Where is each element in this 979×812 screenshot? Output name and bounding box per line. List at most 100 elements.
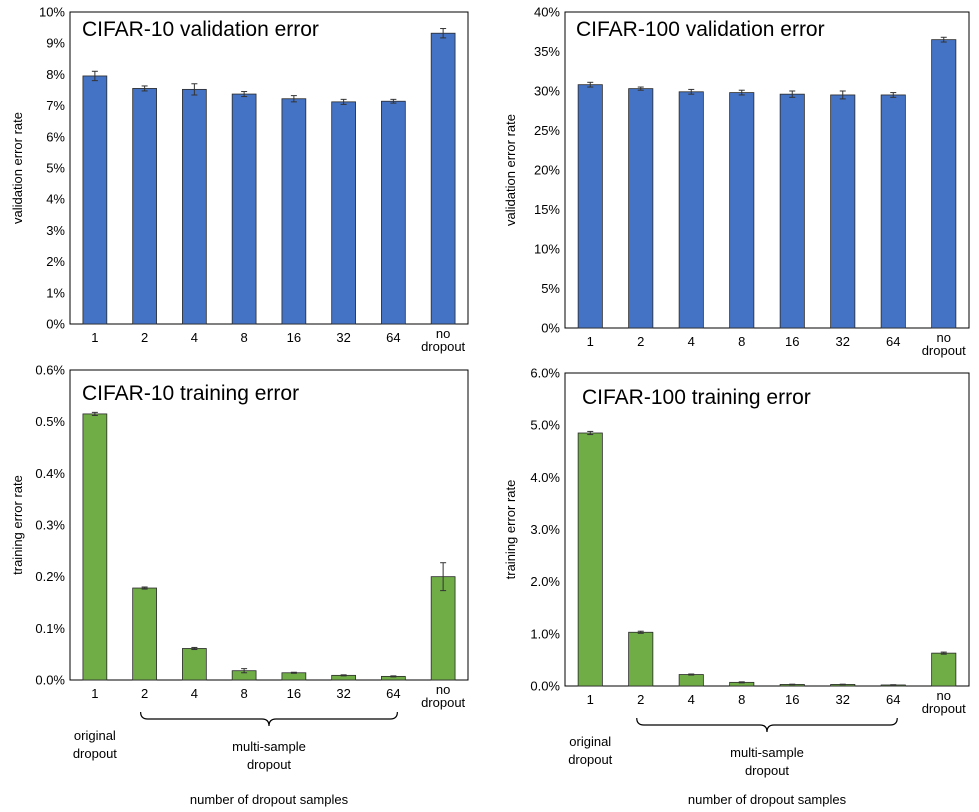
x-tick-label: no bbox=[937, 330, 951, 345]
x-tick-label: 8 bbox=[241, 686, 248, 701]
y-tick-label: 0.0% bbox=[35, 673, 65, 688]
y-axis-label: training error rate bbox=[10, 475, 25, 575]
x-tick-label: 32 bbox=[336, 330, 350, 345]
x-tick-label: 16 bbox=[287, 686, 301, 701]
x-tick-label: 2 bbox=[141, 330, 148, 345]
x-tick-label: 8 bbox=[241, 330, 248, 345]
bar bbox=[182, 648, 207, 681]
bar bbox=[281, 672, 307, 681]
bar bbox=[82, 413, 108, 681]
chart-title: CIFAR-100 validation error bbox=[576, 18, 825, 41]
y-tick-label: 0.2% bbox=[35, 569, 65, 584]
y-tick-label: 40% bbox=[534, 5, 560, 20]
brace bbox=[636, 717, 898, 733]
chart-cifar100-val: 0% 5% 10% 15% 20% 25% 30% 35% 40% validation erro… bbox=[503, 5, 970, 358]
x-tick-label: 1 bbox=[91, 686, 98, 701]
x-tick-label: 64 bbox=[886, 692, 900, 707]
bar bbox=[729, 92, 755, 329]
bar bbox=[132, 88, 157, 325]
bar bbox=[830, 94, 856, 329]
x-tick-label: 32 bbox=[836, 334, 850, 349]
bar bbox=[678, 91, 704, 329]
y-tick-label: 0.1% bbox=[35, 621, 65, 636]
bar bbox=[381, 100, 406, 325]
x-tick-label: dropout bbox=[922, 343, 966, 358]
x-tick-label: no bbox=[436, 326, 450, 341]
annotation-original: original bbox=[569, 734, 611, 749]
chart-title: CIFAR-10 validation error bbox=[82, 18, 319, 41]
y-tick-label: 9% bbox=[46, 36, 65, 51]
y-tick-label: 10% bbox=[534, 242, 560, 257]
plot-frame bbox=[564, 11, 970, 329]
bar bbox=[182, 88, 207, 325]
x-tick-label: no bbox=[937, 688, 951, 703]
x-tick-label: 64 bbox=[886, 334, 900, 349]
annotation-original: dropout bbox=[73, 746, 117, 761]
bar bbox=[281, 98, 307, 325]
bar bbox=[231, 93, 257, 325]
y-tick-label: 0.5% bbox=[35, 414, 65, 429]
x-tick-label: 2 bbox=[637, 334, 644, 349]
x-axis-label: number of dropout samples bbox=[190, 792, 349, 807]
x-axis-label: number of dropout samples bbox=[688, 792, 847, 807]
annotation-multi-sample: multi-sample bbox=[232, 739, 306, 754]
y-tick-label: 4.0% bbox=[530, 470, 560, 485]
bar bbox=[82, 75, 108, 325]
y-axis-label: validation error rate bbox=[503, 114, 518, 226]
plot-frame bbox=[69, 11, 469, 325]
x-tick-label: 8 bbox=[738, 334, 745, 349]
bar bbox=[628, 631, 654, 687]
x-tick-label: 1 bbox=[91, 330, 98, 345]
y-tick-label: 35% bbox=[534, 44, 560, 59]
x-tick-label: 4 bbox=[688, 334, 695, 349]
chart-title: CIFAR-10 training error bbox=[82, 382, 299, 405]
x-tick-label: 32 bbox=[336, 686, 350, 701]
bar bbox=[331, 101, 356, 325]
y-tick-label: 7% bbox=[46, 98, 65, 113]
y-tick-label: 3.0% bbox=[530, 522, 560, 537]
x-tick-label: 64 bbox=[386, 686, 400, 701]
y-tick-label: 5.0% bbox=[530, 418, 560, 433]
bar bbox=[430, 32, 456, 325]
y-tick-label: 3% bbox=[46, 223, 65, 238]
y-tick-label: 15% bbox=[534, 202, 560, 217]
bar bbox=[931, 39, 957, 329]
x-tick-label: 16 bbox=[785, 692, 799, 707]
y-tick-label: 5% bbox=[46, 161, 65, 176]
bar bbox=[779, 93, 805, 329]
y-tick-label: 25% bbox=[534, 123, 560, 138]
bar bbox=[678, 674, 704, 687]
y-tick-label: 2.0% bbox=[530, 574, 560, 589]
x-tick-label: 2 bbox=[637, 692, 644, 707]
y-tick-label: 0.4% bbox=[35, 466, 65, 481]
annotation-multi-sample: dropout bbox=[745, 763, 789, 778]
chart-title: CIFAR-100 training error bbox=[582, 386, 811, 409]
y-tick-label: 1% bbox=[46, 285, 65, 300]
bar bbox=[931, 652, 957, 687]
x-tick-label: 4 bbox=[191, 330, 198, 345]
brace bbox=[140, 711, 398, 727]
x-tick-label: no bbox=[436, 682, 450, 697]
y-tick-label: 6% bbox=[46, 129, 65, 144]
x-tick-label: 2 bbox=[141, 686, 148, 701]
x-tick-label: 1 bbox=[587, 692, 594, 707]
y-tick-label: 0% bbox=[541, 321, 560, 336]
bar bbox=[430, 576, 456, 681]
chart-cifar10-train: 0.0% 0.1% 0.2% 0.3% 0.4% 0.5% 0.6% training err… bbox=[10, 363, 469, 807]
y-axis-label: training error rate bbox=[503, 480, 518, 580]
chart-cifar10-val: 0% 1% 2% 3% 4% 5% 6% 7% 8% 9% 10% validation error … bbox=[10, 5, 469, 354]
x-tick-label: 64 bbox=[386, 330, 400, 345]
y-tick-label: 10% bbox=[39, 5, 65, 20]
y-tick-label: 0.3% bbox=[35, 518, 65, 533]
y-tick-label: 0.6% bbox=[35, 363, 65, 378]
plot-frame bbox=[69, 369, 469, 681]
y-tick-label: 6.0% bbox=[530, 366, 560, 381]
y-tick-label: 30% bbox=[534, 84, 560, 99]
x-tick-label: 4 bbox=[191, 686, 198, 701]
x-tick-label: 16 bbox=[785, 334, 799, 349]
plot-frame bbox=[564, 372, 970, 687]
x-tick-label: 4 bbox=[688, 692, 695, 707]
annotation-original: dropout bbox=[568, 752, 612, 767]
bar bbox=[577, 84, 603, 329]
